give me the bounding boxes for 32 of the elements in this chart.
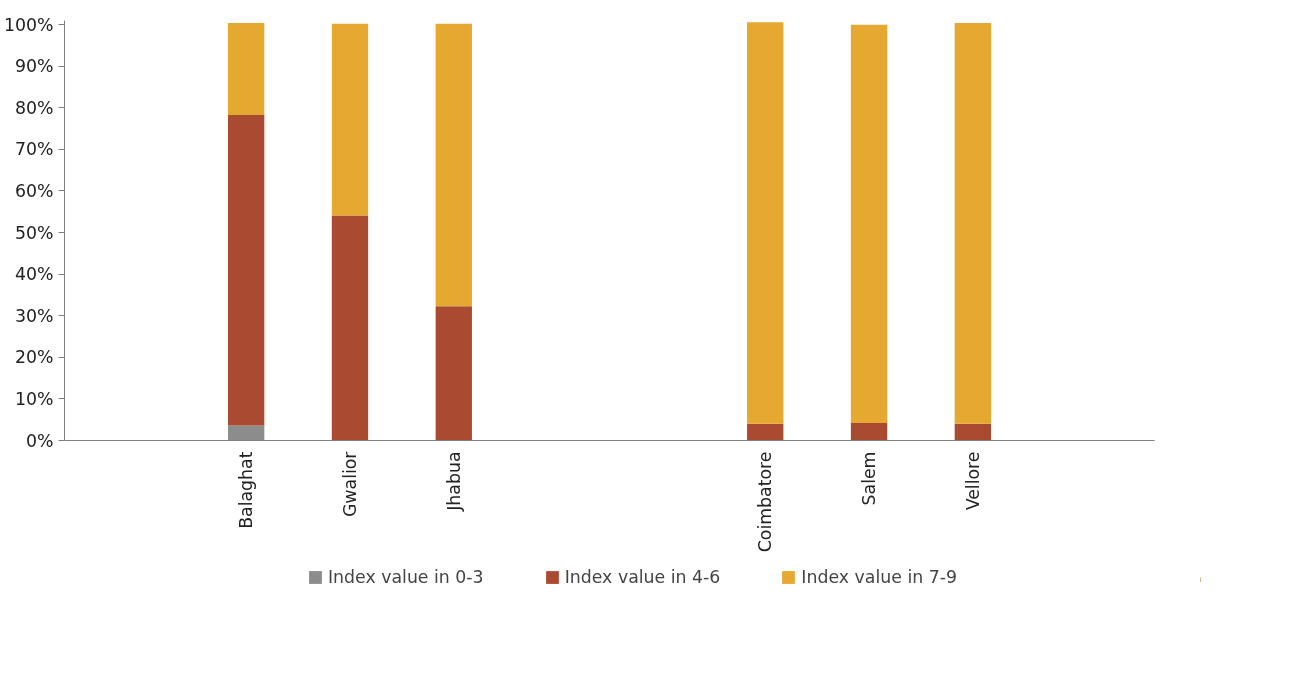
- y-tick-label: 60%: [14, 181, 54, 201]
- x-tick-label: Gwalior: [339, 450, 360, 518]
- y-tick-label: 10%: [14, 388, 54, 409]
- y-tick-label: 100%: [3, 14, 54, 35]
- bar: [228, 114, 265, 426]
- x-tick-label: Vellore: [962, 451, 983, 511]
- legend-label: Index value in 4-6: [564, 567, 721, 587]
- y-tick-label: 0%: [26, 430, 54, 451]
- legend-label: Index value in 7-9: [801, 567, 958, 587]
- y-tick-label: 50%: [14, 222, 54, 243]
- bar: [850, 423, 888, 441]
- y-tick-label: 80%: [14, 97, 54, 118]
- bar: [331, 23, 369, 216]
- y-tick-label: 90%: [14, 56, 54, 77]
- y-tick-label: 30%: [14, 305, 54, 326]
- bar: [435, 306, 472, 441]
- y-tick-label: 20%: [14, 347, 54, 368]
- x-tick-label: Salem: [859, 451, 880, 506]
- y-tick-label: 40%: [14, 264, 54, 285]
- x-tick-label: Coimbatore: [755, 451, 776, 553]
- x-tick-label: Jhabua: [443, 451, 464, 512]
- legend-label: Index value in 0-3: [327, 567, 484, 587]
- bar: [954, 423, 991, 441]
- x-tick-label: Balaghat: [236, 451, 257, 529]
- y-tick-label: 70%: [14, 139, 54, 160]
- bar: [954, 23, 991, 424]
- bar: [850, 24, 888, 424]
- bar: [331, 215, 369, 441]
- bar: [747, 22, 784, 424]
- bar: [747, 423, 784, 441]
- bar: [435, 23, 472, 307]
- bar: [228, 23, 265, 115]
